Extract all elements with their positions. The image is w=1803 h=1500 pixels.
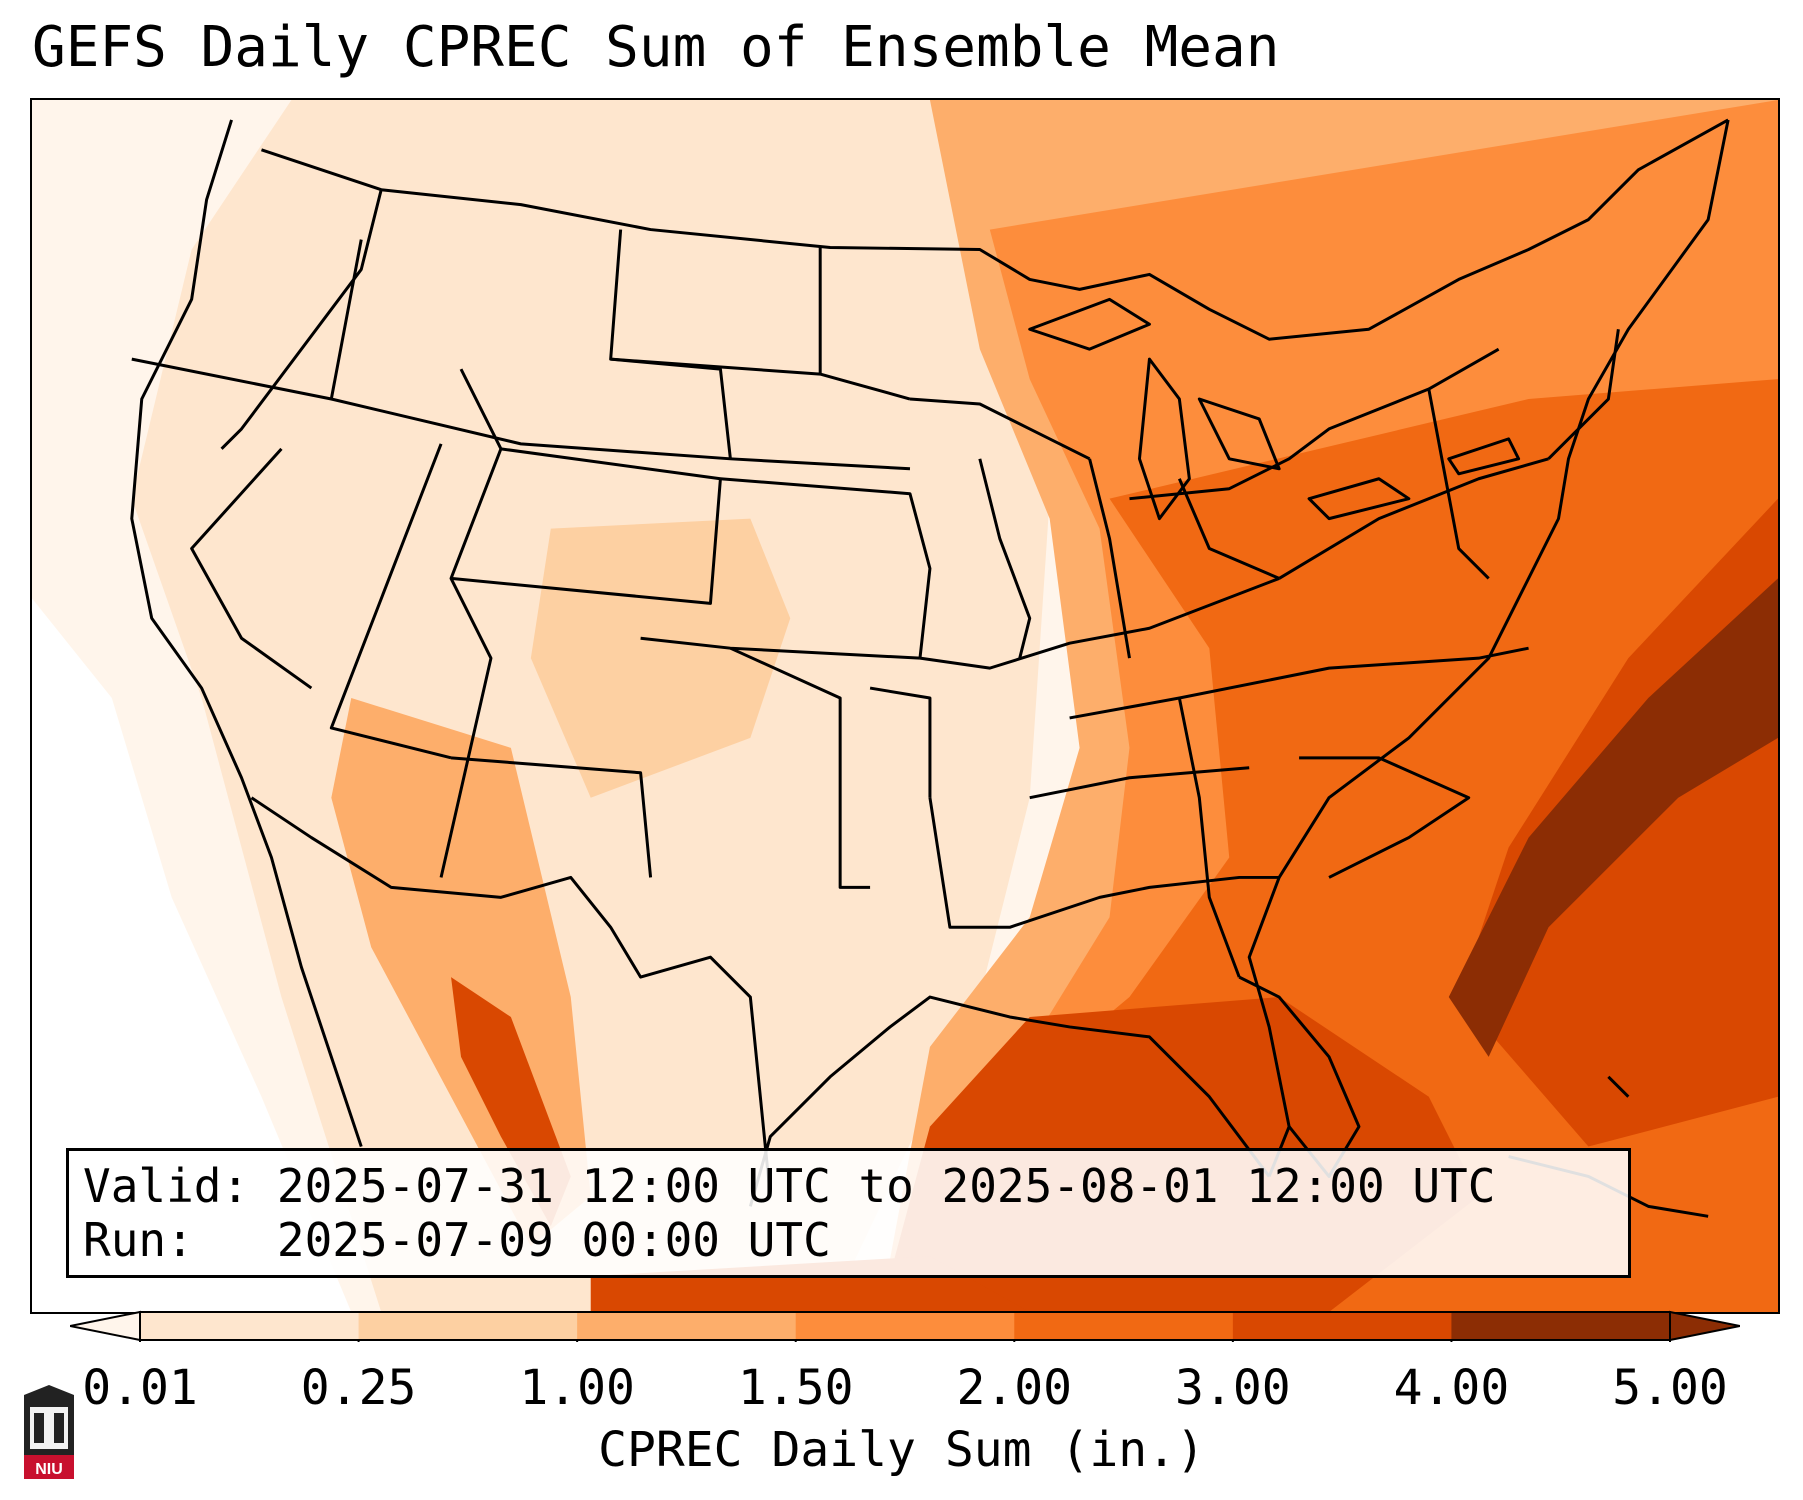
colorbar-tick-label: 2.00 (956, 1360, 1073, 1416)
niu-logo: NIU (24, 1385, 74, 1479)
valid-value: 2025-07-31 12:00 UTC to 2025-08-01 12:00… (276, 1159, 1496, 1213)
colorbar-segment (1014, 1312, 1234, 1340)
valid-label: Valid: (83, 1159, 250, 1213)
colorbar-extend-max (1669, 1310, 1740, 1342)
map-title: GEFS Daily CPREC Sum of Ensemble Mean (32, 15, 1280, 80)
colorbar (70, 1310, 1740, 1342)
colorbar-segment (1451, 1312, 1671, 1340)
colorbar-tick-label: 0.25 (300, 1360, 417, 1416)
colorbar-tick-label: 5.00 (1612, 1360, 1728, 1416)
colorbar-segment (577, 1312, 797, 1340)
colorbar-segment (795, 1312, 1015, 1340)
colorbar-tick-label: 4.00 (1393, 1360, 1510, 1416)
shade-colorado (530, 518, 791, 798)
shade-atlantic-max (1448, 578, 1778, 1057)
colorbar-segment (1232, 1312, 1452, 1340)
run-value: 2025-07-09 00:00 UTC (276, 1213, 831, 1267)
colorbar-tick-label: 1.50 (737, 1360, 854, 1416)
logo-text: NIU (35, 1461, 63, 1478)
precip-shading (32, 100, 1778, 1312)
state-boundaries (130, 118, 1730, 1218)
colorbar-tick-label: 1.00 (519, 1360, 635, 1416)
colorbar-segment (140, 1312, 360, 1340)
colorbar-label: CPREC Daily Sum (in.) (598, 1422, 1205, 1478)
colorbar-segment (358, 1312, 578, 1340)
run-label: Run: (83, 1213, 194, 1267)
colorbar-extend-min (70, 1310, 141, 1342)
precipitation-map (30, 98, 1780, 1314)
validity-info-box: Valid: 2025-07-31 12:00 UTC to 2025-08-0… (66, 1148, 1631, 1278)
colorbar-tick-label: 3.00 (1175, 1360, 1291, 1416)
colorbar-tick-label: 0.01 (82, 1360, 198, 1416)
shade-pacific-white (32, 598, 352, 1312)
